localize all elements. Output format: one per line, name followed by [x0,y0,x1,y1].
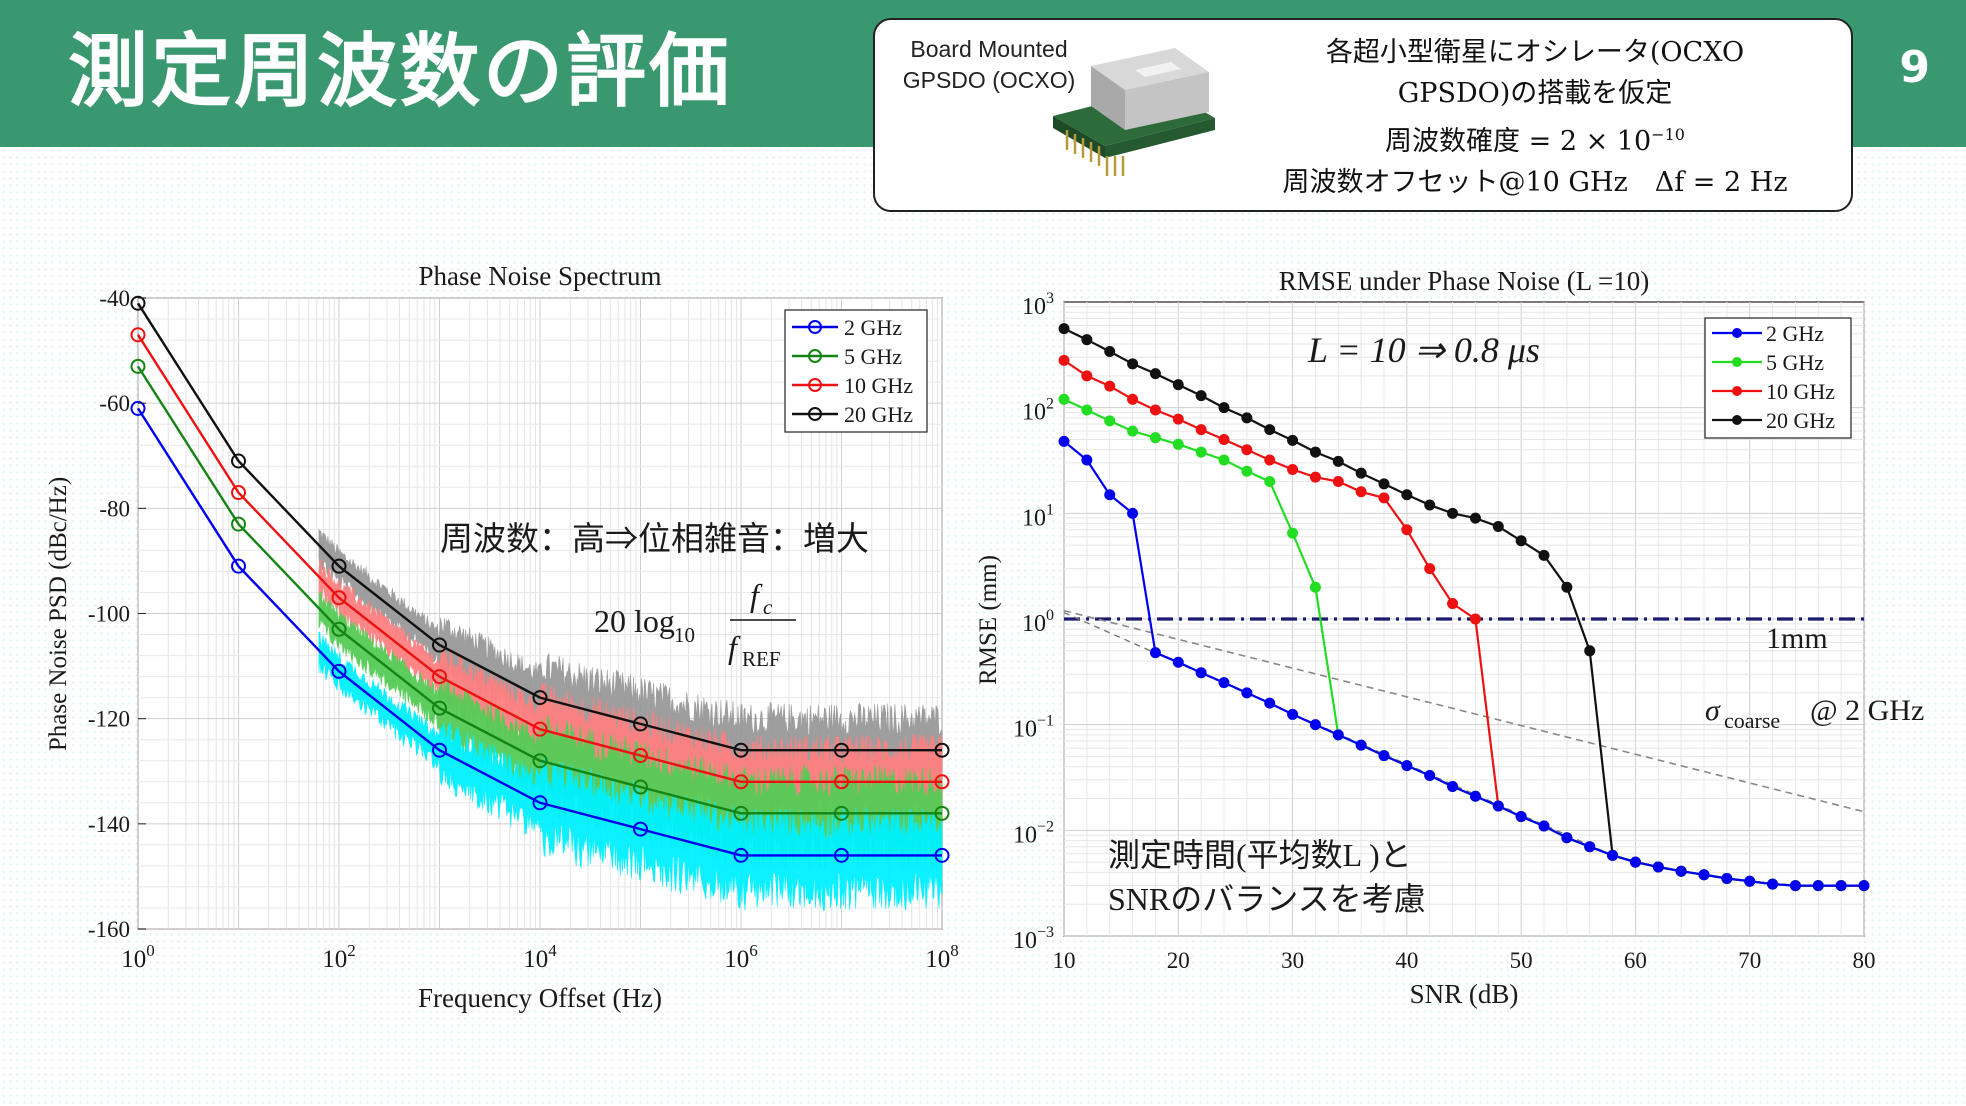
slide-title: 測定周波数の評価 [68,25,732,118]
left-y-tick-label: -80 [99,496,130,521]
board-label-line1: Board Mounted [910,36,1068,62]
series-line-10-GHz [136,334,942,783]
left-y-tick-label: -60 [99,391,130,416]
info-line3: 周波数確度 = 2 × 10−10 [1225,114,1845,162]
series-marker-5-GHz [532,753,548,769]
series-marker-20-GHz [934,742,950,758]
series-marker-2-GHz [331,663,347,679]
series-marker-10-GHz [834,774,849,790]
left-series-group [130,295,950,863]
series-marker-10-GHz [633,747,648,763]
left-formula: 20 log 10 f c f REF [594,577,796,671]
series-marker-20-GHz [532,690,548,706]
info-box: Board Mounted GPSDO (OCXO) 各超小型衛星にオシレータ(… [873,18,1853,212]
left-legend-marker [808,349,822,363]
series-marker-2-GHz [934,847,950,863]
series-marker-20-GHz [432,637,447,653]
left-y-tick-label: -140 [88,812,130,837]
series-marker-10-GHz [432,669,447,685]
noise-band-2-GHz [318,631,943,911]
left-x-tick-label: 106 [724,941,758,973]
left-annotation-text: 周波数：高⇒位相雑音：増大 [440,521,869,558]
info-line1: 各超小型衛星にオシレータ(OCXO [1325,37,1745,68]
series-marker-10-GHz [934,774,950,790]
left-legend-label: 5 GHz [844,344,902,369]
left-legend-marker [808,407,822,421]
left-legend-label: 10 GHz [844,373,913,398]
series-marker-2-GHz [432,742,447,758]
gpsdo-board-image [1053,48,1215,176]
series-marker-2-GHz [733,847,749,863]
series-marker-2-GHz [231,558,246,574]
series-marker-5-GHz [432,700,447,716]
board-label: Board Mounted GPSDO (OCXO) [889,34,1089,96]
formula-coef: 20 log [594,603,675,639]
formula-den-sub: REF [742,647,781,671]
left-chart-title: Phase Noise Spectrum [419,261,662,291]
series-marker-5-GHz [834,805,849,821]
series-marker-10-GHz [130,327,146,343]
series-marker-2-GHz [532,795,548,811]
left-y-tick-label: -40 [99,286,130,311]
left-y-label: Phase Noise PSD (dBc/Hz) [45,477,72,751]
series-marker-5-GHz [934,805,950,821]
series-marker-5-GHz [331,621,347,637]
board-label-line2: GPSDO (OCXO) [902,67,1076,93]
series-line-2-GHz [136,407,942,857]
formula-sub: 10 [674,623,695,647]
series-line-20-GHz [136,302,942,752]
left-y-tick-label: -100 [88,602,130,627]
left-legend-marker [808,378,822,392]
left-y-tick-label: -120 [88,707,130,732]
left-y-tick-label: -160 [88,917,130,942]
series-marker-2-GHz [130,400,146,416]
info-text: 各超小型衛星にオシレータ(OCXO GPSDO)の搭載を仮定 周波数確度 = 2… [1225,32,1845,203]
series-marker-20-GHz [331,558,347,574]
left-x-tick-label: 104 [523,941,557,973]
left-x-tick-label: 100 [121,941,155,973]
series-marker-5-GHz [733,805,749,821]
info-line3-exponent: −10 [1651,125,1685,144]
series-marker-10-GHz [331,590,347,606]
left-legend-label: 2 GHz [844,315,902,340]
info-line4: 周波数オフセット@10 GHz Δf = 2 Hz [1282,167,1788,198]
series-marker-2-GHz [834,847,849,863]
series-marker-5-GHz [633,779,648,795]
series-marker-20-GHz [231,453,246,469]
formula-num-sub: c [763,595,773,619]
series-marker-20-GHz [633,716,648,732]
series-marker-5-GHz [231,516,246,532]
series-marker-5-GHz [130,358,146,374]
left-legend-label: 20 GHz [844,402,913,427]
left-legend: 2 GHz 5 GHz 10 GHz 20 GHz [784,309,928,433]
series-line-5-GHz [136,365,942,815]
series-marker-10-GHz [733,774,749,790]
info-line3-prefix: 周波数確度 = 2 × 10 [1385,126,1652,157]
series-marker-20-GHz [130,295,146,311]
left-legend-marker [808,320,822,334]
series-marker-10-GHz [532,721,548,737]
left-x-tick-label: 102 [322,941,356,973]
series-marker-10-GHz [231,485,246,501]
left-x-tick-label: 108 [925,941,959,973]
left-noise-bands [318,528,943,911]
series-marker-2-GHz [633,821,648,837]
left-x-label: Frequency Offset (Hz) [418,983,662,1013]
series-marker-20-GHz [834,742,849,758]
info-line2: GPSDO)の搭載を仮定 [1397,78,1673,109]
series-marker-20-GHz [733,742,749,758]
page-number: 9 [1899,42,1930,93]
